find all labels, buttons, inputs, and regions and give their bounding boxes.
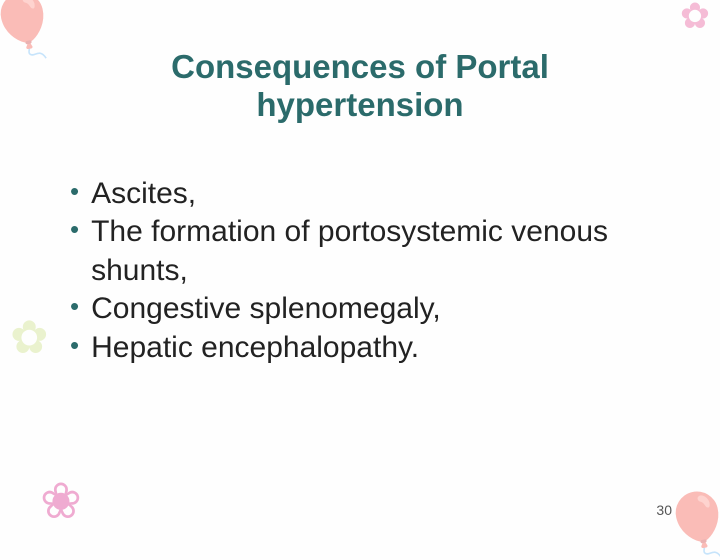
bullet-item: • The formation of portosystemic venous … xyxy=(70,213,650,290)
bullet-text: Hepatic encephalopathy. xyxy=(91,329,419,367)
bullet-item: • Congestive splenomegaly, xyxy=(70,290,650,328)
decoration-flower-top-right: ✿ xyxy=(680,0,710,37)
bullet-text: The formation of portosystemic venous sh… xyxy=(91,213,650,290)
bullet-marker: • xyxy=(70,175,79,208)
bullet-marker: • xyxy=(70,290,79,323)
slide-title: Consequences of Portal hypertension xyxy=(0,48,720,124)
slide-number: 30 xyxy=(656,502,672,518)
decoration-balloon-bottom-right: 🎈 xyxy=(660,489,720,560)
bullet-item: • Hepatic encephalopathy. xyxy=(70,329,650,367)
bullet-marker: • xyxy=(70,213,79,246)
bullet-item: • Ascites, xyxy=(70,175,650,213)
bullet-marker: • xyxy=(70,329,79,362)
bullet-text: Congestive splenomegaly, xyxy=(91,290,441,328)
bullet-list: • Ascites, • The formation of portosyste… xyxy=(70,175,650,367)
decoration-flower-bottom-left: ❀ xyxy=(40,472,82,530)
decoration-flower-mid-left: ✿ xyxy=(10,310,49,364)
bullet-text: Ascites, xyxy=(91,175,196,213)
